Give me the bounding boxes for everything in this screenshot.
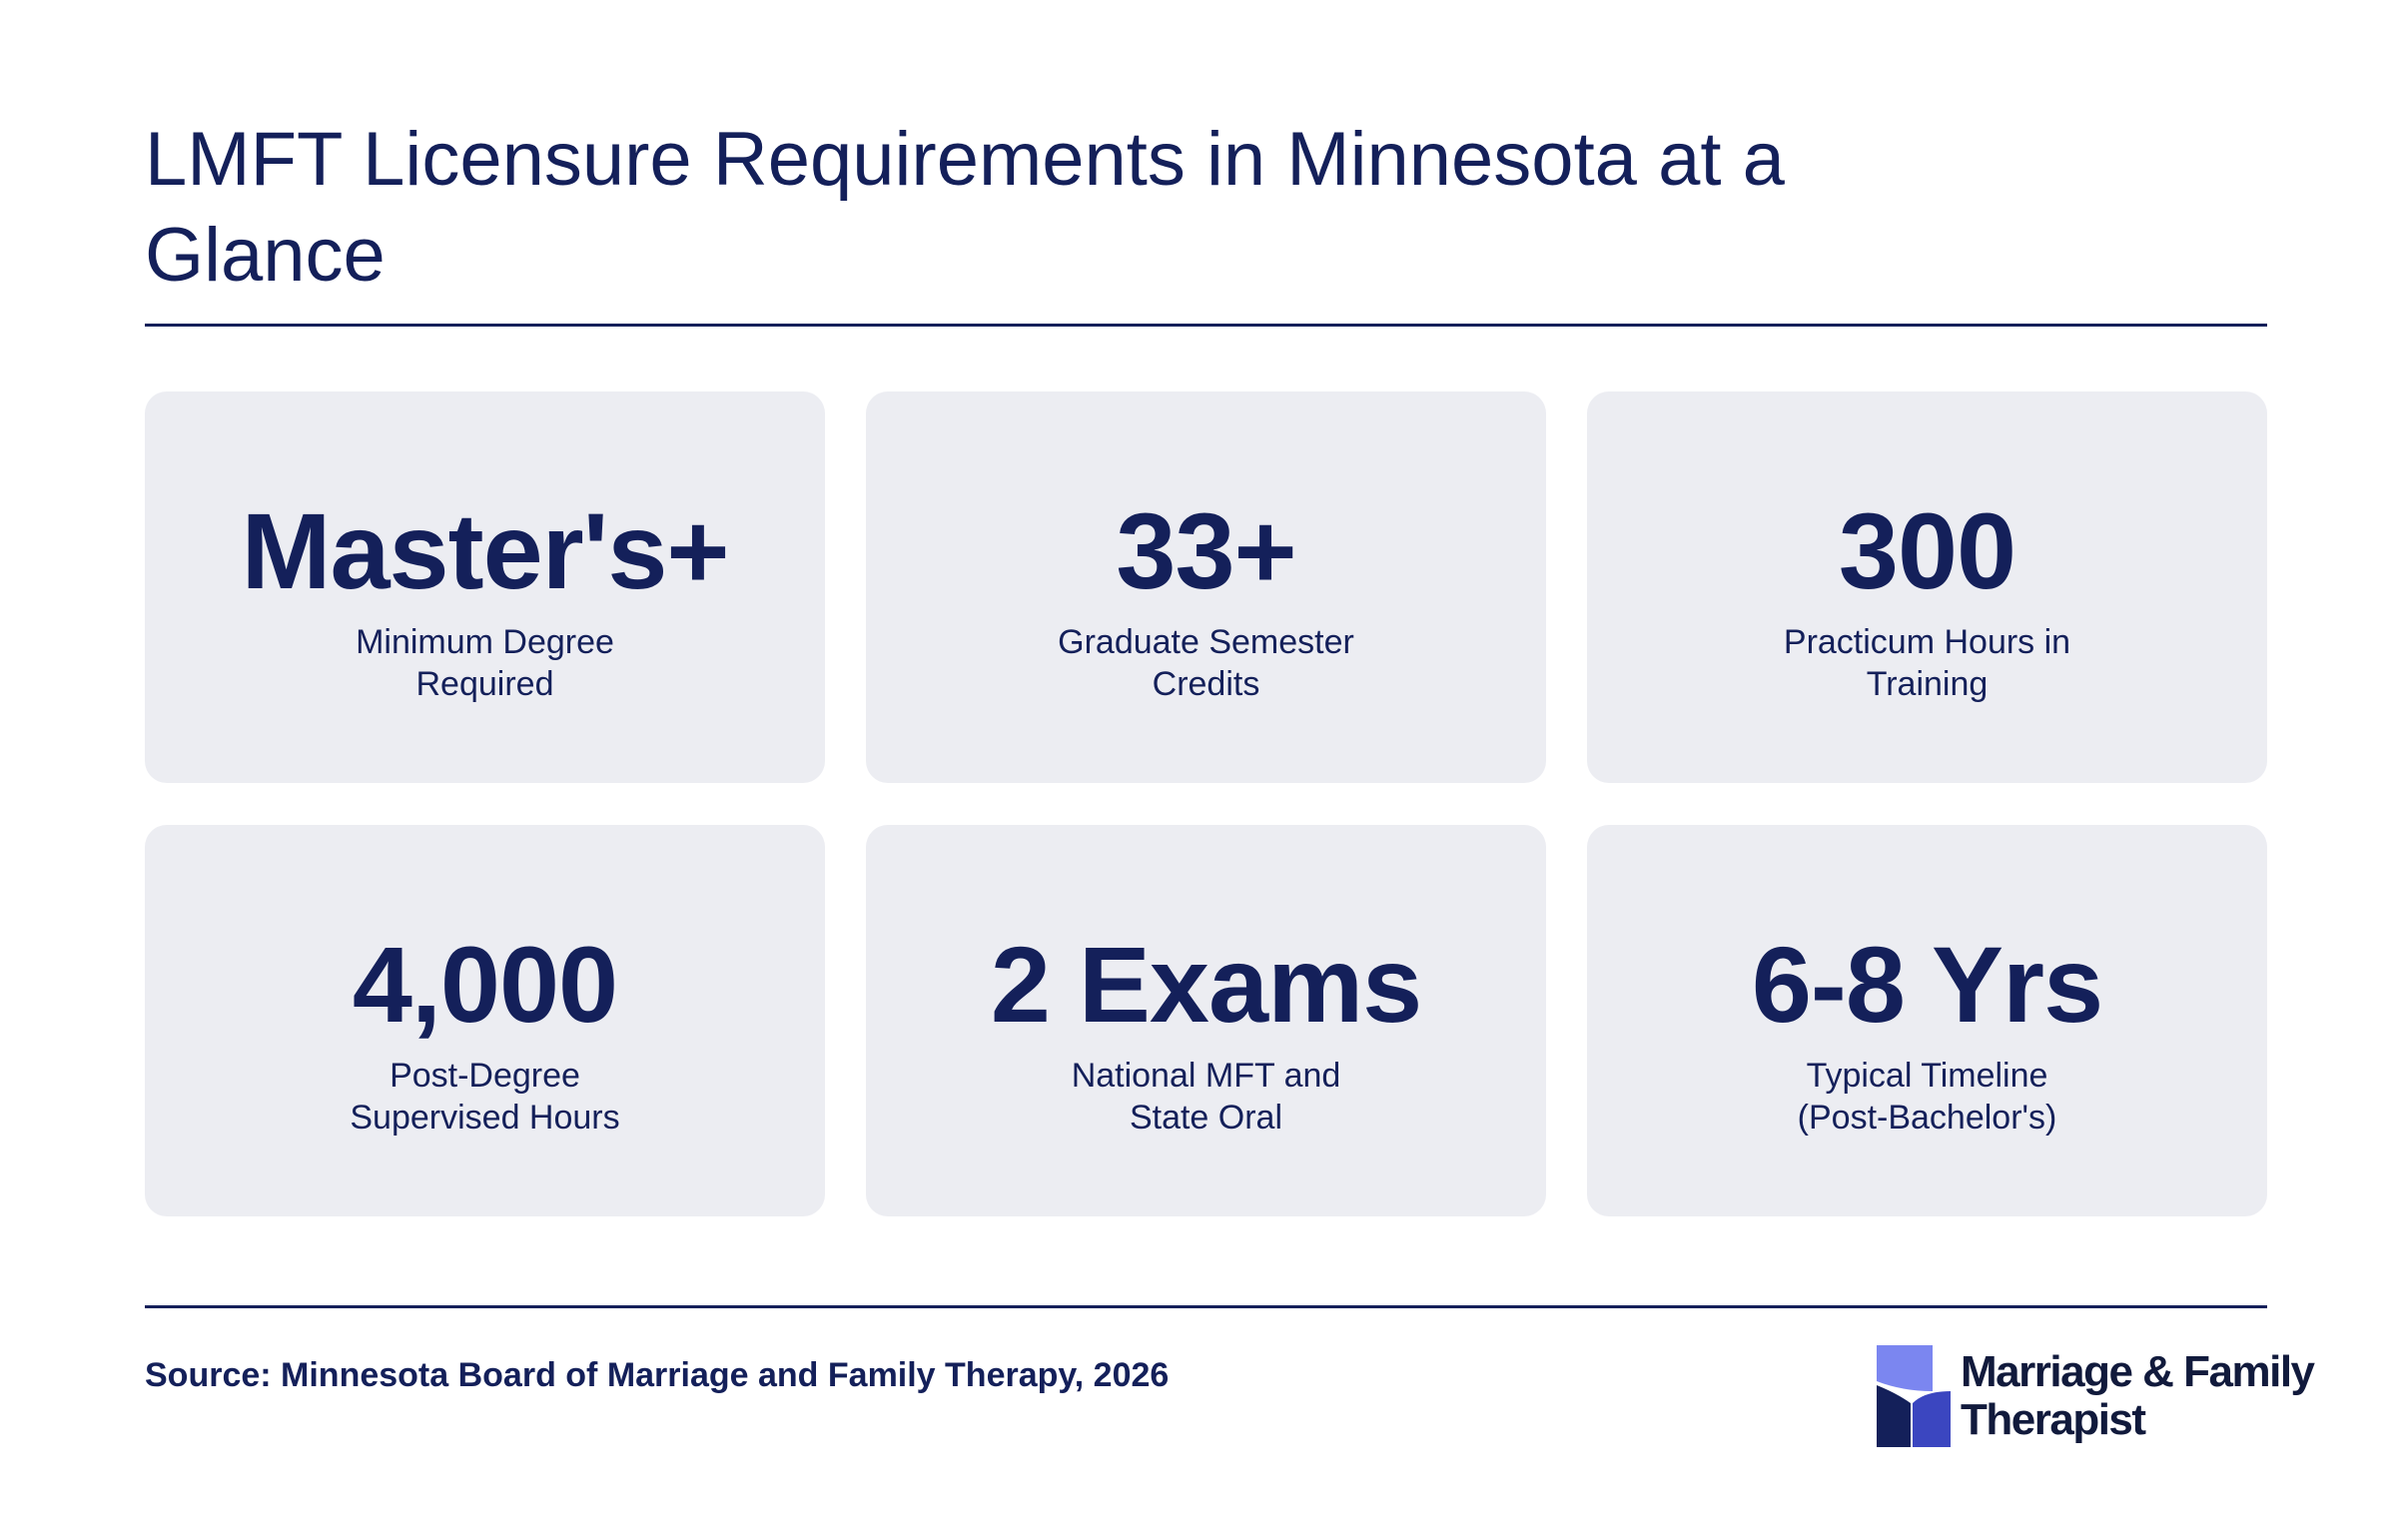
stat-label: Minimum Degree Required: [356, 623, 614, 703]
stat-label: Practicum Hours in Training: [1783, 623, 2071, 703]
stat-label: Graduate Semester Credits: [1058, 623, 1354, 703]
stat-label: Typical Timeline (Post-Bachelor's): [1797, 1057, 2057, 1137]
stat-value: 300: [1838, 490, 2016, 611]
page-title: LMFT Licensure Requirements in Minnesota…: [145, 117, 1785, 298]
brand-logo: Marriage & Family Therapist: [1873, 1341, 2315, 1451]
stat-value: 33+: [1116, 490, 1296, 611]
stat-card-credits: 33+ Graduate Semester Credits: [866, 391, 1546, 783]
stat-value: 6-8 Yrs: [1751, 924, 2103, 1045]
stat-card-timeline: 6-8 Yrs Typical Timeline (Post-Bachelor'…: [1587, 825, 2267, 1216]
stat-label: National MFT and State Oral: [1071, 1057, 1341, 1137]
stat-value: 4,000: [352, 924, 618, 1045]
header-divider: [145, 324, 2267, 327]
logo-line-2: Therapist: [1961, 1395, 2146, 1444]
source-citation: Source: Minnesota Board of Marriage and …: [145, 1356, 1170, 1394]
stat-value: 2 Exams: [990, 924, 1422, 1045]
footer-divider: [145, 1305, 2267, 1308]
stats-grid: Master's+ Minimum Degree Required 33+ Gr…: [145, 391, 2267, 1216]
stat-card-supervised-hours: 4,000 Post-Degree Supervised Hours: [145, 825, 825, 1216]
pinwheel-logo-icon: [1877, 1345, 1951, 1447]
stat-card-exams: 2 Exams National MFT and State Oral: [866, 825, 1546, 1216]
stat-card-degree: Master's+ Minimum Degree Required: [145, 391, 825, 783]
stat-label: Post-Degree Supervised Hours: [350, 1057, 620, 1137]
logo-line-1: Marriage & Family: [1961, 1347, 2315, 1396]
stat-value: Master's+: [241, 490, 730, 611]
stat-card-practicum: 300 Practicum Hours in Training: [1587, 391, 2267, 783]
logo-wordmark: Marriage & Family Therapist: [1961, 1347, 2315, 1444]
